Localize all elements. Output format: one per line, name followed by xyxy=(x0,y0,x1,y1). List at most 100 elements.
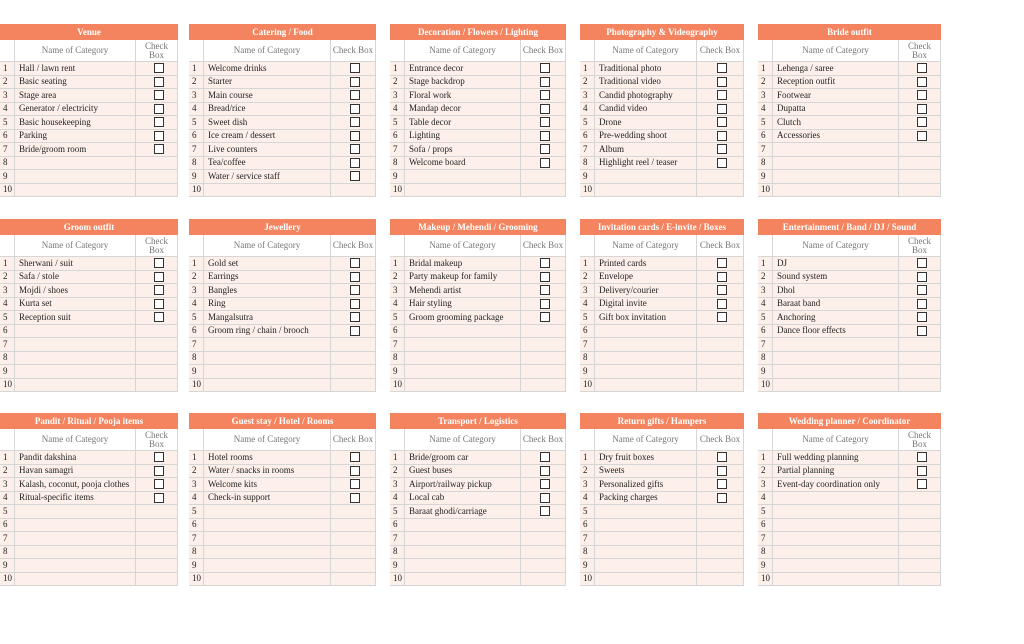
checkbox[interactable] xyxy=(153,298,164,309)
checkbox[interactable] xyxy=(717,117,727,128)
checkbox[interactable] xyxy=(350,103,360,114)
checkbox[interactable] xyxy=(916,285,927,296)
checkbox[interactable] xyxy=(350,157,360,168)
checkbox[interactable] xyxy=(717,492,727,503)
checkbox[interactable] xyxy=(540,76,550,87)
checkbox[interactable] xyxy=(350,312,360,323)
checkbox[interactable] xyxy=(540,157,550,168)
checkbox[interactable] xyxy=(717,452,727,463)
checkbox[interactable] xyxy=(717,312,727,323)
checkbox[interactable] xyxy=(540,144,550,155)
checkbox[interactable] xyxy=(153,452,164,463)
item-name: Ring xyxy=(204,297,331,311)
checkbox[interactable] xyxy=(153,63,164,74)
checkbox[interactable] xyxy=(350,325,360,336)
checkbox[interactable] xyxy=(916,452,927,463)
checkbox[interactable] xyxy=(916,103,927,114)
checkbox[interactable] xyxy=(153,271,164,282)
item-name xyxy=(15,545,136,559)
checkbox[interactable] xyxy=(916,312,927,323)
checkbox[interactable] xyxy=(153,479,164,490)
checkbox[interactable] xyxy=(153,258,164,269)
checkbox[interactable] xyxy=(916,479,927,490)
checkbox[interactable] xyxy=(350,130,360,141)
checkbox[interactable] xyxy=(717,479,727,490)
checkbox[interactable] xyxy=(540,258,550,269)
checkbox[interactable] xyxy=(540,271,550,282)
checkbox[interactable] xyxy=(717,63,727,74)
checkbox[interactable] xyxy=(350,117,360,128)
checkbox[interactable] xyxy=(153,90,164,101)
checkbox[interactable] xyxy=(717,258,727,269)
checkbox[interactable] xyxy=(717,298,727,309)
checkbox[interactable] xyxy=(717,130,727,141)
checkbox[interactable] xyxy=(350,298,360,309)
checkbox[interactable] xyxy=(350,479,360,490)
item-name-text: Sound system xyxy=(777,271,828,282)
checkbox[interactable] xyxy=(916,258,927,269)
checkbox[interactable] xyxy=(717,90,727,101)
header-blank xyxy=(0,40,15,62)
checkbox[interactable] xyxy=(717,157,727,168)
checkbox[interactable] xyxy=(717,103,727,114)
checkbox[interactable] xyxy=(916,63,927,74)
checkbox[interactable] xyxy=(350,90,360,101)
checkbox[interactable] xyxy=(153,465,164,476)
checkbox[interactable] xyxy=(540,506,550,517)
checkbox[interactable] xyxy=(717,144,727,155)
checkbox[interactable] xyxy=(916,76,927,87)
item-name: Sofa / props xyxy=(405,143,521,157)
checkbox[interactable] xyxy=(153,117,164,128)
checkbox[interactable] xyxy=(350,452,360,463)
checkbox[interactable] xyxy=(916,465,927,476)
table-title-text: Makeup / Mehendi / Grooming xyxy=(418,221,538,232)
checkbox[interactable] xyxy=(153,492,164,503)
checkbox[interactable] xyxy=(916,298,927,309)
checkbox[interactable] xyxy=(153,285,164,296)
check-cell xyxy=(521,297,566,311)
check-cell xyxy=(331,143,376,157)
checkbox[interactable] xyxy=(540,285,550,296)
row-number: 1 xyxy=(189,62,204,76)
checkbox[interactable] xyxy=(350,271,360,282)
checkbox[interactable] xyxy=(717,271,727,282)
checkbox[interactable] xyxy=(540,130,550,141)
checkbox[interactable] xyxy=(540,492,550,503)
checkbox[interactable] xyxy=(350,63,360,74)
checkbox[interactable] xyxy=(153,76,164,87)
checkbox[interactable] xyxy=(540,90,550,101)
checkbox[interactable] xyxy=(540,465,550,476)
item-name: Water / snacks in rooms xyxy=(204,464,331,478)
row-number: 2 xyxy=(390,270,405,284)
checkbox[interactable] xyxy=(350,258,360,269)
checkbox[interactable] xyxy=(717,285,727,296)
checkbox[interactable] xyxy=(350,144,360,155)
row-number-text: 9 xyxy=(583,170,588,181)
checkbox[interactable] xyxy=(916,130,927,141)
checkbox[interactable] xyxy=(540,298,550,309)
checkbox[interactable] xyxy=(153,144,164,155)
checkbox[interactable] xyxy=(916,325,927,336)
checkbox[interactable] xyxy=(350,465,360,476)
checkbox[interactable] xyxy=(350,492,360,503)
checkbox[interactable] xyxy=(153,312,164,323)
row-number-text: 4 xyxy=(3,492,8,503)
checkbox[interactable] xyxy=(350,171,360,182)
checkbox[interactable] xyxy=(717,76,727,87)
checkbox[interactable] xyxy=(540,63,550,74)
checkbox[interactable] xyxy=(717,465,727,476)
checkbox[interactable] xyxy=(153,103,164,114)
checkbox[interactable] xyxy=(916,90,927,101)
row-number-text: 1 xyxy=(192,62,197,73)
item-name: Groom grooming package xyxy=(405,311,521,325)
checkbox[interactable] xyxy=(153,130,164,141)
checkbox[interactable] xyxy=(350,285,360,296)
checkbox[interactable] xyxy=(540,312,550,323)
checkbox[interactable] xyxy=(540,117,550,128)
checkbox[interactable] xyxy=(540,452,550,463)
checkbox[interactable] xyxy=(916,117,927,128)
checkbox[interactable] xyxy=(540,103,550,114)
checkbox[interactable] xyxy=(350,76,360,87)
checkbox[interactable] xyxy=(916,271,927,282)
checkbox[interactable] xyxy=(540,479,550,490)
